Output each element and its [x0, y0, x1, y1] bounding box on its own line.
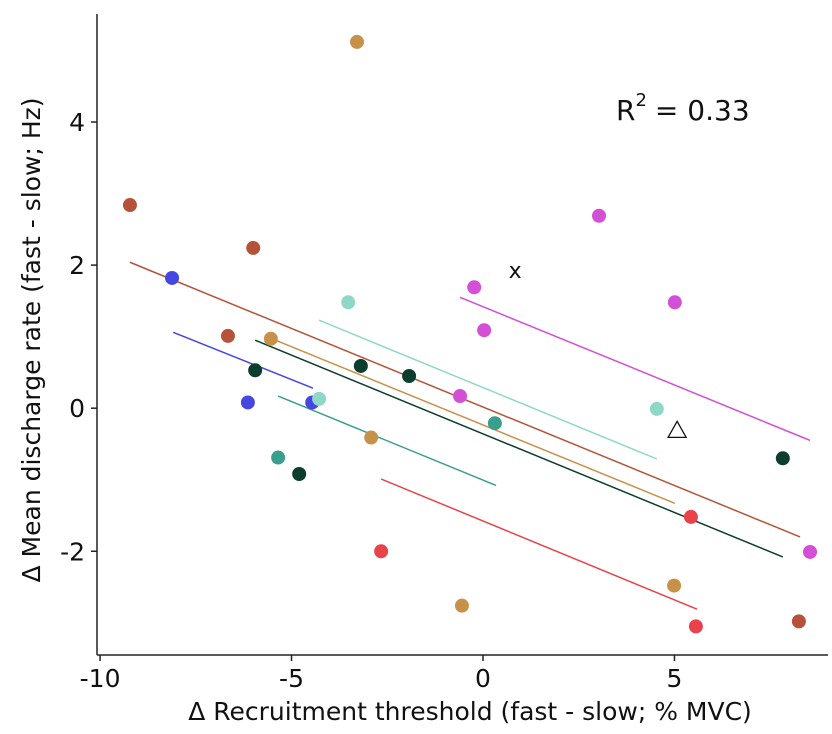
fit-annotation-sup: 2: [635, 90, 646, 111]
point: [165, 270, 180, 285]
x-tick-label: 5: [666, 664, 682, 693]
fit-annotation-base: R: [616, 94, 635, 127]
point: [374, 544, 389, 559]
fit-line: [459, 296, 811, 442]
point: [688, 619, 703, 634]
y-tick-label: 0: [69, 394, 85, 423]
point: [246, 240, 261, 255]
y-tick-label: 2: [69, 251, 85, 280]
point: [220, 328, 235, 343]
fit-line: [254, 339, 784, 558]
point: [453, 389, 468, 404]
point: [791, 614, 806, 629]
point: [353, 358, 368, 373]
point: [649, 401, 664, 416]
y-axis-label: Δ Mean discharge rate (fast - slow; Hz): [17, 98, 46, 583]
annotation-marker: x: [509, 259, 522, 284]
fit-annotation: R2 = 0.33: [616, 90, 750, 127]
fit-line: [318, 319, 658, 460]
y-tick-label: 4: [69, 108, 85, 137]
point: [775, 451, 790, 466]
point: [467, 280, 482, 295]
point: [803, 544, 818, 559]
point: [240, 395, 255, 410]
point: [312, 391, 327, 406]
point: [364, 430, 379, 445]
point: [592, 208, 607, 223]
point: [667, 578, 682, 593]
x-tick-label: 0: [475, 664, 491, 693]
point: [683, 509, 698, 524]
point: [350, 34, 365, 49]
point: [487, 416, 502, 431]
fit-line: [172, 331, 314, 389]
y-tick-label: -2: [60, 537, 85, 566]
fit-line: [264, 335, 676, 505]
triangle-marker: [667, 420, 688, 439]
fit-annotation-text: = 0.33: [655, 94, 750, 127]
x-tick-label: -10: [80, 664, 121, 693]
point: [263, 331, 278, 346]
point: [122, 198, 137, 213]
point: [667, 295, 682, 310]
point: [341, 295, 356, 310]
point: [477, 323, 492, 338]
point: [402, 368, 417, 383]
point: [248, 363, 263, 378]
fit-line: [277, 395, 497, 487]
x-axis-label: Δ Recruitment threshold (fast - slow; % …: [188, 697, 752, 726]
x-tick-label: -5: [279, 664, 304, 693]
point: [454, 598, 469, 613]
fit-line: [380, 478, 698, 610]
point: [292, 467, 307, 482]
point: [271, 450, 286, 465]
